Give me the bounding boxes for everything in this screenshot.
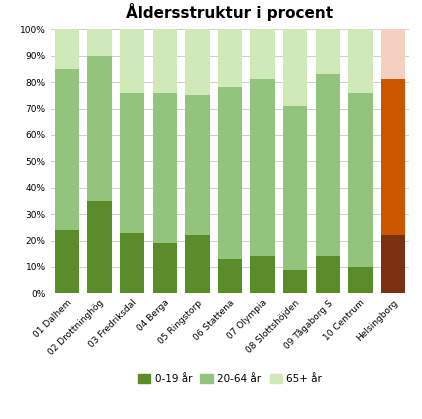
Bar: [250, 256, 275, 293]
Bar: [283, 29, 308, 106]
Bar: [348, 29, 373, 93]
Bar: [250, 29, 275, 80]
Bar: [316, 29, 340, 74]
Bar: [283, 269, 308, 293]
Bar: [348, 93, 373, 267]
Bar: [250, 80, 275, 256]
Bar: [120, 233, 144, 293]
Title: Åldersstruktur i procent: Åldersstruktur i procent: [127, 3, 333, 21]
Bar: [218, 29, 242, 88]
Bar: [55, 29, 79, 69]
Legend: 0-19 år, 20-64 år, 65+ år: 0-19 år, 20-64 år, 65+ år: [134, 370, 326, 388]
Bar: [185, 235, 210, 293]
Bar: [218, 259, 242, 293]
Bar: [152, 243, 177, 293]
Bar: [381, 80, 405, 235]
Bar: [381, 29, 405, 80]
Bar: [185, 29, 210, 95]
Bar: [185, 95, 210, 235]
Bar: [120, 29, 144, 93]
Bar: [316, 74, 340, 256]
Bar: [152, 93, 177, 243]
Bar: [55, 230, 79, 293]
Bar: [316, 256, 340, 293]
Bar: [87, 201, 112, 293]
Bar: [152, 29, 177, 93]
Bar: [381, 235, 405, 293]
Bar: [283, 106, 308, 269]
Bar: [120, 93, 144, 233]
Bar: [87, 29, 112, 56]
Bar: [218, 88, 242, 259]
Bar: [348, 267, 373, 293]
Bar: [55, 69, 79, 230]
Bar: [87, 56, 112, 201]
